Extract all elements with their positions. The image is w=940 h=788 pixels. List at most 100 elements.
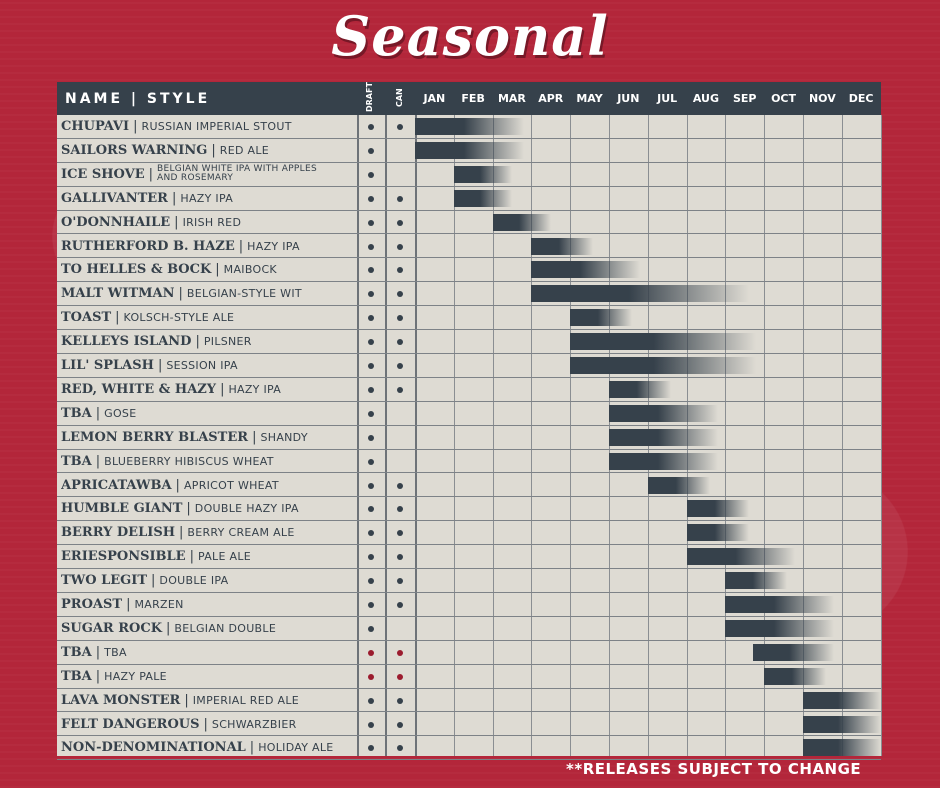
beer-style: HAZY IPA — [180, 191, 234, 205]
beer-style: IRISH RED — [182, 215, 242, 229]
table-row: RED, WHITE & HAZY | HAZY IPA — [57, 378, 881, 402]
beer-name: O'DONNHAILE — [61, 214, 171, 230]
table-row: TO HELLES & BOCK | MAIBOCK — [57, 258, 881, 283]
table-row: LEMON BERRY BLASTER | SHANDY — [57, 426, 881, 450]
beer-name-style: MALT WITMAN | BELGIAN-STYLE WIT — [61, 282, 357, 305]
can-dot — [397, 363, 403, 369]
beer-name-style: TBA | TBA — [61, 641, 357, 664]
separator: | — [215, 262, 220, 278]
table-row: PROAST | MARZEN — [57, 593, 881, 617]
beer-name: TOAST — [61, 310, 112, 326]
beer-name-style: TWO LEGIT | DOUBLE IPA — [61, 569, 357, 592]
table-header: NAME | STYLE DRAFT CAN JAN FEB MAR APR MAY JU… — [57, 82, 881, 115]
beer-style: MAIBOCK — [223, 263, 277, 277]
can-dot — [397, 506, 403, 513]
beer-name-style: FELT DANGEROUS | SCHWARZBIER — [61, 713, 357, 736]
beer-name: TBA — [61, 644, 92, 660]
separator: | — [95, 405, 101, 421]
release-bar — [686, 524, 749, 542]
draft-dot — [368, 673, 374, 680]
release-bar — [415, 118, 524, 135]
beer-style: PALE ALE — [197, 550, 252, 564]
release-bar — [531, 237, 594, 255]
can-dot — [397, 482, 403, 489]
grid-line — [492, 115, 494, 756]
month-header-dec: DEC — [848, 92, 874, 105]
beer-style: KOLSCH-STYLE ALE — [123, 311, 235, 325]
beer-name-style: APRICATAWBA | APRICOT WHEAT — [61, 474, 357, 497]
separator: | — [252, 429, 257, 445]
draft-dot — [368, 219, 374, 226]
month-header-nov: NOV — [808, 92, 836, 105]
can-dot — [397, 195, 403, 202]
beer-name: NON-DENOMINATIONAL — [61, 740, 246, 756]
beer-name: ERIESPONSIBLE — [61, 549, 186, 565]
beer-name-style: PROAST | MARZEN — [61, 593, 357, 616]
draft-dot — [368, 315, 374, 322]
table-row: HUMBLE GIANT | DOUBLE HAZY IPA — [57, 497, 881, 522]
can-dot — [397, 267, 403, 274]
table-row: NON-DENOMINATIONAL | HOLIDAY ALE — [57, 736, 881, 761]
can-dot — [397, 530, 403, 537]
table-row: LAVA MONSTER | IMPERIAL RED ALE — [57, 689, 881, 713]
beer-style: PILSNER — [203, 335, 252, 349]
beer-name: FELT DANGEROUS — [61, 716, 200, 732]
draft-dot — [368, 171, 374, 178]
separator: | — [178, 286, 183, 302]
can-dot — [397, 721, 403, 728]
beer-style: SESSION IPA — [166, 359, 238, 372]
beer-style: HOLIDAY ALE — [258, 741, 334, 755]
draft-dot — [368, 554, 374, 561]
beer-name-style: SAILORS WARNING | RED ALE — [61, 139, 357, 162]
beer-name: TBA — [61, 453, 92, 469]
table-row: GALLIVANTER | HAZY IPA — [57, 187, 881, 211]
release-bar — [725, 596, 835, 613]
separator: | — [95, 644, 101, 660]
draft-dot — [368, 195, 374, 202]
table-row: O'DONNHAILE | IRISH RED — [57, 211, 881, 235]
beer-name: TWO LEGIT — [61, 573, 148, 589]
separator: | — [184, 692, 189, 708]
beer-name-style: ERIESPONSIBLE | PALE ALE — [61, 545, 357, 568]
can-dot — [397, 315, 403, 322]
release-bar — [609, 452, 718, 470]
month-header-feb: FEB — [461, 92, 485, 105]
beer-name: TBA — [61, 668, 92, 684]
separator: | — [95, 668, 101, 684]
draft-dot — [368, 721, 374, 728]
release-bar — [609, 404, 718, 422]
release-bar — [531, 261, 641, 279]
beer-style: MARZEN — [134, 598, 184, 611]
can-dot — [397, 554, 403, 561]
beer-name-style: TBA | GOSE — [61, 402, 357, 425]
month-header-jun: JUN — [617, 92, 640, 105]
table-row: MALT WITMAN | BELGIAN-STYLE WIT — [57, 282, 881, 307]
beer-style: TBA — [104, 645, 127, 659]
beer-style: SCHWARZBIER — [211, 717, 297, 731]
table-row: FELT DANGEROUS | SCHWARZBIER — [57, 713, 881, 737]
table-row: TOAST | KOLSCH-STYLE ALE — [57, 306, 881, 331]
grid-line — [841, 115, 843, 756]
table-row: ICE SHOVE | BELGIAN WHITE IPA WITH APPLES … — [57, 163, 881, 187]
release-bar — [570, 333, 757, 351]
draft-dot — [368, 530, 374, 537]
grid-line — [803, 115, 804, 756]
draft-dot — [368, 124, 374, 130]
draft-dot — [368, 243, 374, 250]
month-header-jul: JUL — [657, 92, 678, 105]
separator: | — [166, 620, 171, 636]
draft-dot — [368, 649, 374, 656]
beer-name-style: TBA | HAZY PALE — [61, 665, 357, 688]
draft-dot — [368, 339, 374, 346]
table-row: APRICATAWBA | APRICOT WHEAT — [57, 474, 881, 498]
beer-name: RED, WHITE & HAZY — [61, 381, 217, 397]
beer-name: BERRY DELISH — [61, 525, 175, 541]
can-dot — [397, 578, 403, 585]
separator: | — [211, 142, 216, 158]
table-row: SUGAR ROCK | BELGIAN DOUBLE — [57, 617, 881, 641]
beer-name: APRICATAWBA — [61, 477, 172, 493]
table-row: BERRY DELISH | BERRY CREAM ALE — [57, 521, 881, 546]
draft-dot — [368, 745, 374, 752]
release-bar — [725, 572, 788, 590]
table-row: TBA | GOSE — [57, 402, 881, 426]
